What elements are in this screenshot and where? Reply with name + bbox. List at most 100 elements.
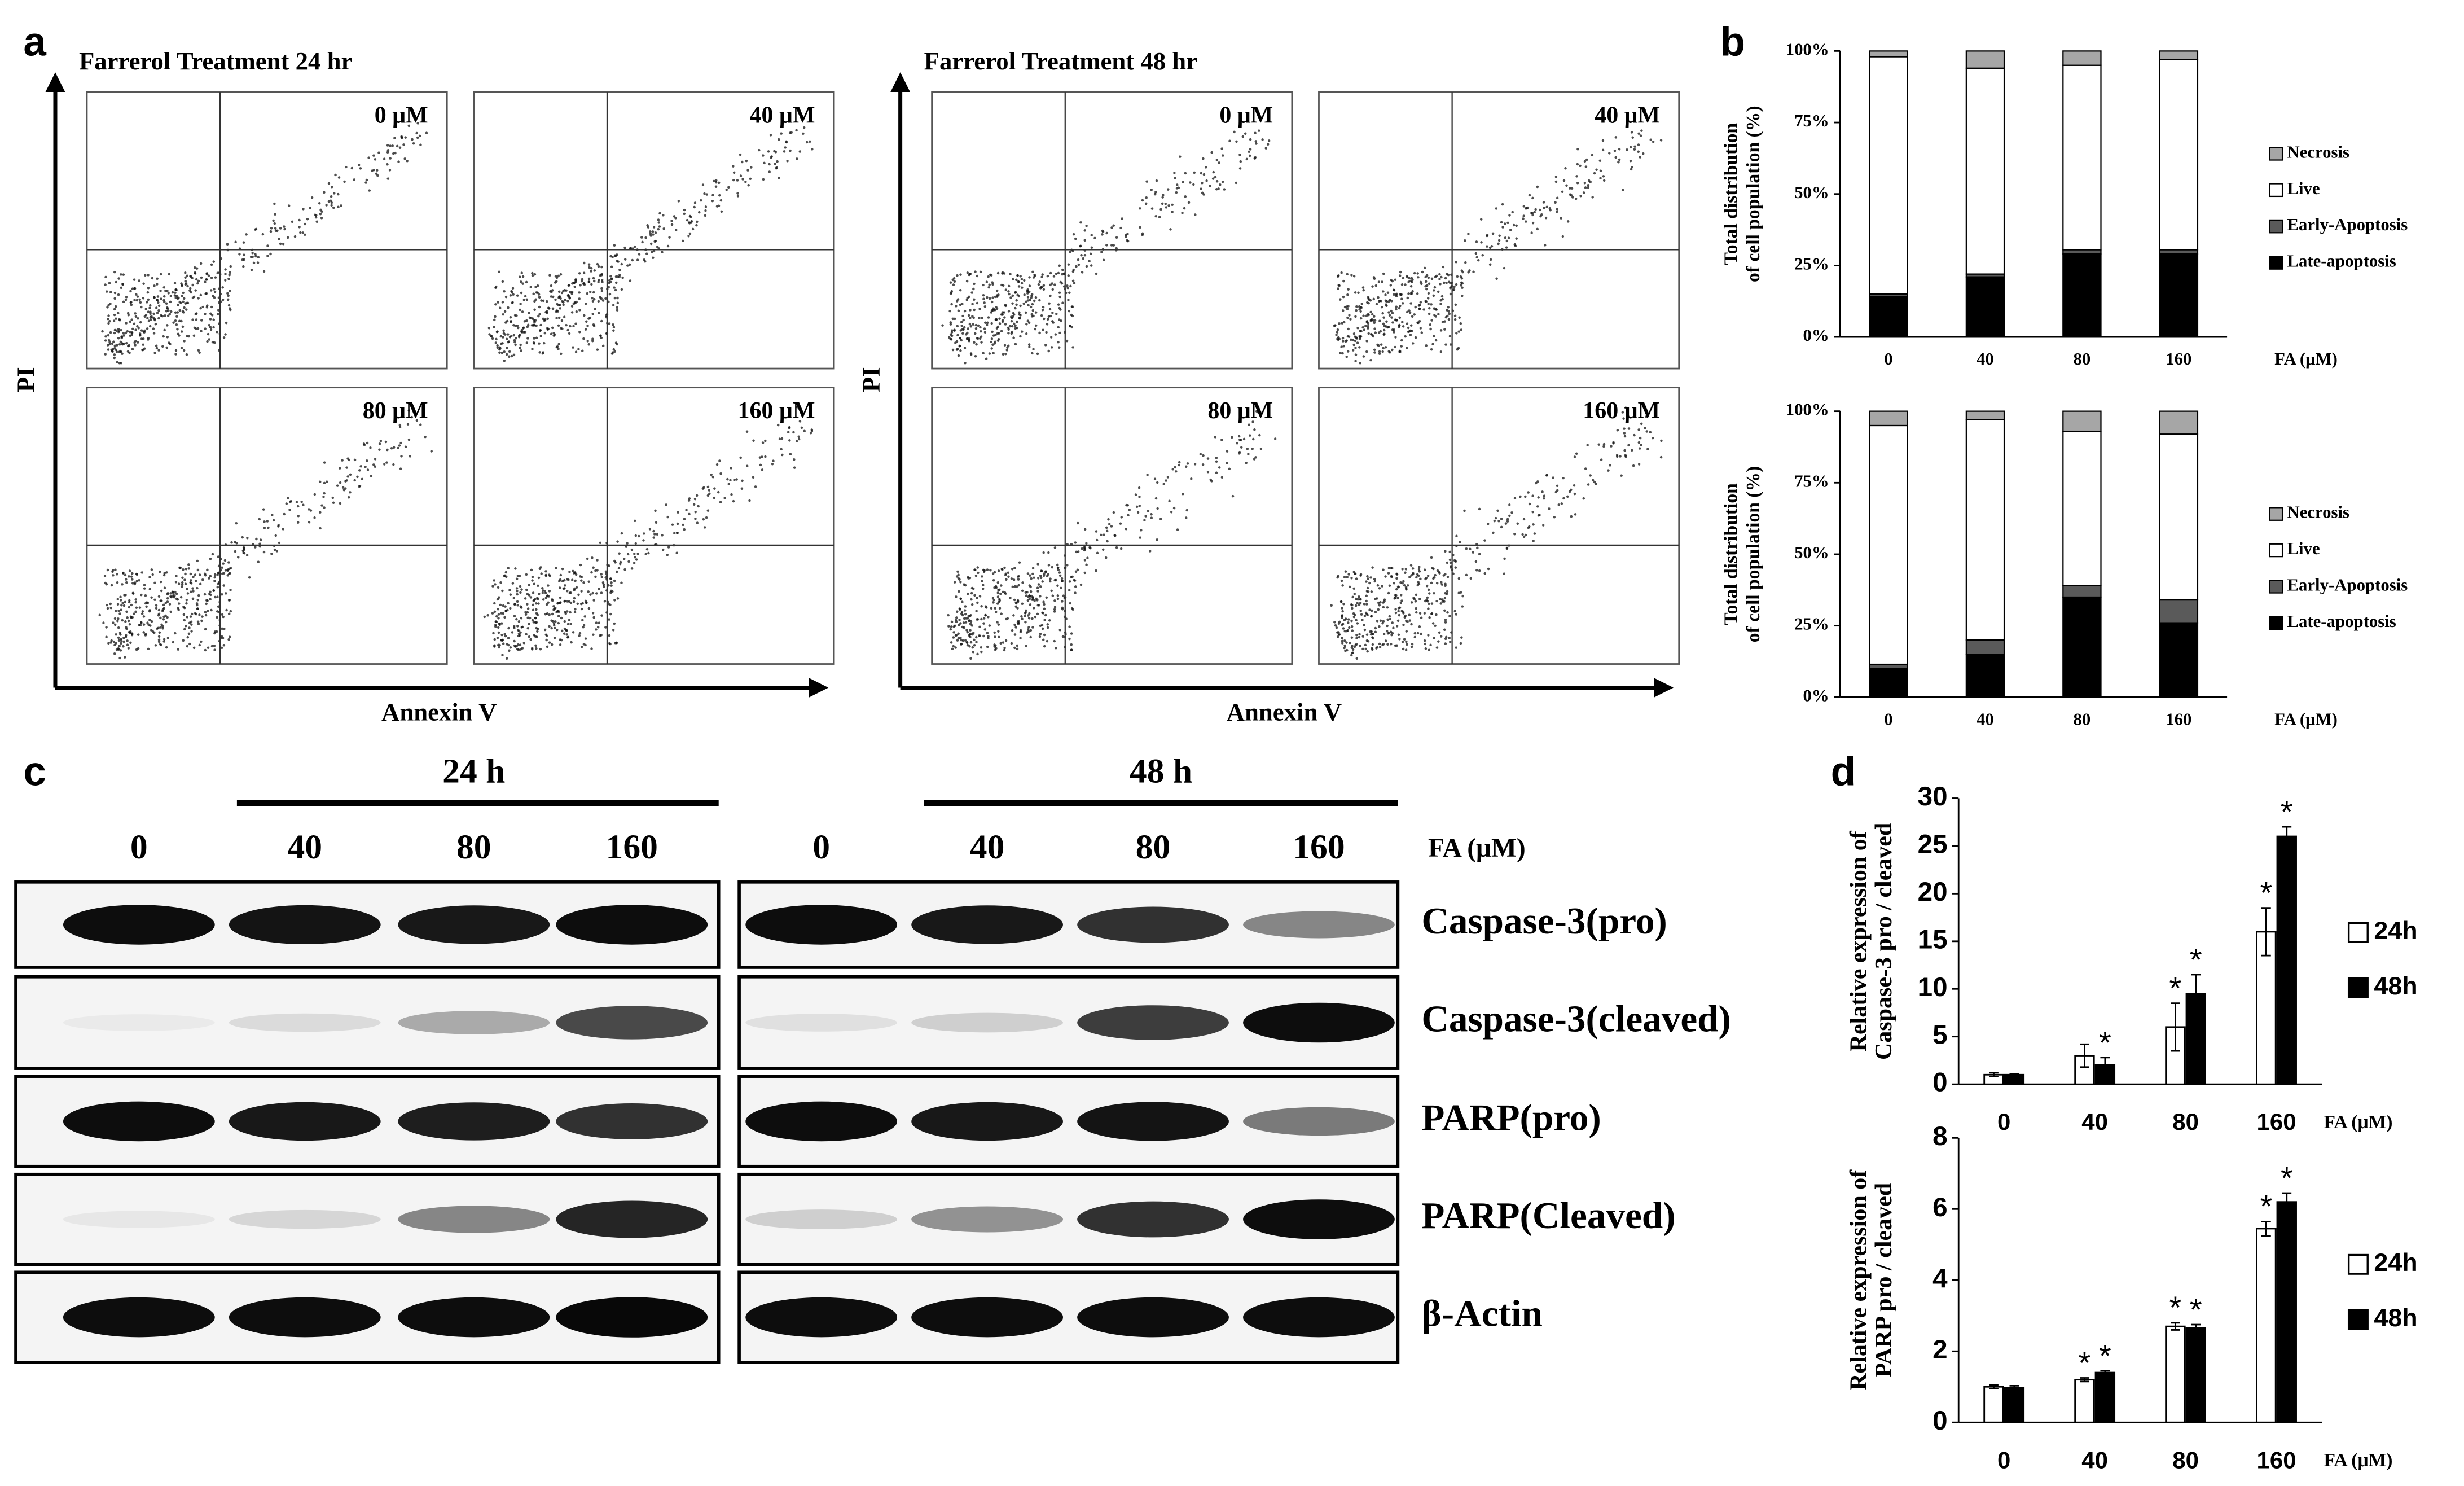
scatter-texture bbox=[953, 581, 956, 584]
scatter-texture bbox=[1414, 305, 1417, 309]
scatter-texture bbox=[228, 635, 231, 638]
scatter-texture bbox=[1528, 525, 1531, 528]
legend-label: Late-apoptosis bbox=[2287, 612, 2396, 631]
scatter-texture bbox=[1587, 186, 1589, 189]
bar-segment bbox=[2159, 59, 2199, 251]
scatter-texture bbox=[124, 331, 128, 335]
scatter-texture bbox=[1427, 634, 1430, 637]
scatter-texture bbox=[1500, 525, 1503, 529]
scatter-texture bbox=[502, 642, 505, 645]
scatter-texture bbox=[128, 569, 131, 572]
scatter-texture bbox=[374, 458, 377, 461]
scatter-texture bbox=[130, 603, 133, 607]
scatter-texture bbox=[519, 643, 522, 646]
scatter-texture bbox=[494, 624, 497, 626]
scatter-texture bbox=[1595, 483, 1597, 485]
error-bar bbox=[2080, 1377, 2089, 1383]
scatter-texture bbox=[555, 309, 559, 312]
scatter-texture bbox=[332, 206, 335, 209]
scatter-texture bbox=[122, 300, 125, 304]
scatter-texture bbox=[555, 567, 557, 569]
scatter-texture bbox=[1602, 442, 1606, 446]
scatter-texture bbox=[1363, 603, 1366, 606]
significance-mark: * bbox=[2190, 1291, 2202, 1327]
scatter-texture bbox=[1460, 328, 1463, 331]
scatter-texture bbox=[610, 278, 613, 280]
scatter-texture bbox=[1199, 453, 1202, 455]
scatter-texture bbox=[372, 169, 375, 172]
scatter-texture bbox=[221, 566, 223, 569]
scatter-texture bbox=[1156, 507, 1159, 510]
scatter-texture bbox=[1561, 190, 1564, 194]
scatter-texture bbox=[525, 573, 528, 576]
scatter-texture bbox=[526, 593, 529, 595]
scatter-texture bbox=[516, 625, 519, 628]
scatter-texture bbox=[1125, 234, 1128, 236]
scatter-texture bbox=[505, 575, 508, 578]
scatter-texture bbox=[1610, 445, 1613, 448]
scatter-texture bbox=[574, 350, 578, 353]
scatter-texture bbox=[1598, 159, 1602, 162]
scatter-texture bbox=[1248, 423, 1250, 426]
scatter-texture bbox=[1478, 507, 1481, 511]
scatter-texture bbox=[1453, 559, 1456, 562]
scatter-texture bbox=[579, 602, 583, 606]
legend-label: 48h bbox=[2374, 972, 2417, 1000]
scatter-texture bbox=[1021, 617, 1024, 620]
scatter-texture bbox=[966, 630, 969, 634]
scatter-texture bbox=[1346, 350, 1350, 353]
scatter-texture bbox=[1346, 308, 1349, 310]
scatter-texture bbox=[1428, 602, 1430, 606]
error-bar bbox=[2080, 1043, 2089, 1068]
scatter-texture bbox=[282, 243, 285, 246]
scatter-texture bbox=[1384, 639, 1387, 642]
scatter-texture bbox=[1003, 647, 1006, 650]
scatter-texture bbox=[1126, 239, 1130, 243]
scatter-texture bbox=[149, 315, 152, 319]
scatter-texture bbox=[177, 608, 180, 611]
scatter-texture bbox=[996, 271, 1000, 275]
scatter-texture bbox=[186, 592, 190, 595]
scatter-texture bbox=[526, 603, 529, 606]
scatter-texture bbox=[1343, 644, 1346, 647]
scatter-texture bbox=[985, 357, 988, 360]
scatter-texture bbox=[1564, 167, 1567, 170]
scatter-texture bbox=[1000, 568, 1003, 571]
scatter-texture bbox=[126, 312, 130, 315]
scatter-texture bbox=[150, 596, 153, 599]
scatter-texture bbox=[1171, 203, 1174, 207]
scatter-texture bbox=[558, 586, 561, 589]
scatter-texture bbox=[551, 612, 554, 616]
scatter-texture bbox=[165, 571, 168, 574]
scatter-texture bbox=[213, 341, 216, 344]
scatter-texture bbox=[534, 644, 537, 647]
scatter-texture bbox=[616, 309, 619, 312]
scatter-texture bbox=[495, 620, 498, 624]
scatter-texture bbox=[256, 261, 260, 264]
scatter-texture bbox=[140, 612, 144, 615]
scatter-texture bbox=[643, 532, 645, 535]
scatter-texture bbox=[1583, 160, 1587, 163]
blot-band bbox=[1077, 1297, 1229, 1338]
scatter-texture bbox=[198, 643, 201, 647]
scatter-texture bbox=[182, 613, 186, 616]
scatter-texture bbox=[189, 572, 192, 576]
scatter-texture bbox=[206, 340, 209, 343]
scatter-texture bbox=[1637, 441, 1641, 444]
scatter-texture bbox=[986, 568, 989, 571]
scatter-texture bbox=[1187, 201, 1191, 204]
scatter-texture bbox=[1344, 649, 1347, 652]
scatter-texture bbox=[1113, 534, 1116, 537]
scatter-texture bbox=[1364, 325, 1367, 327]
blot-band bbox=[229, 1209, 381, 1229]
scatter-texture bbox=[614, 561, 617, 564]
scatter-texture bbox=[200, 619, 203, 623]
scatter-texture bbox=[125, 296, 128, 299]
scatter-texture bbox=[1060, 577, 1064, 580]
bar-segment bbox=[2159, 622, 2199, 698]
scatter-texture bbox=[1340, 345, 1343, 348]
legend-label: 48h bbox=[2374, 1304, 2417, 1332]
scatter-texture bbox=[1393, 597, 1396, 600]
scatter-texture bbox=[653, 240, 656, 243]
scatter-texture bbox=[504, 634, 507, 638]
